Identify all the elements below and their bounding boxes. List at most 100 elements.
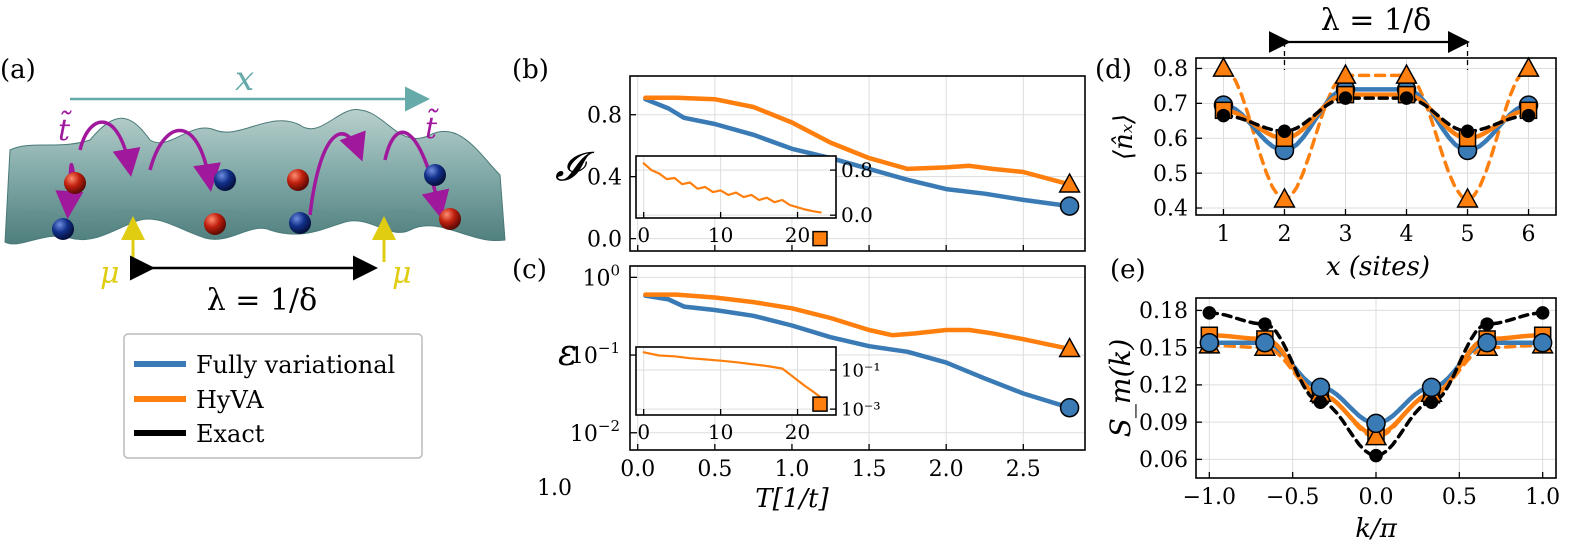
plot-frame <box>629 75 1086 252</box>
y-tick-label: 10⁻³ <box>841 399 881 420</box>
y-tick-label: 0.8 <box>841 158 873 182</box>
chart-d: 1 2 3 4 5 6 0.4 0.5 0.6 0.7 0.8 x (sites) ⟨n̂ₓ⟩ λ = 1… <box>1109 3 1557 282</box>
legend-label-exact: Exact <box>196 420 265 448</box>
plot-frame <box>635 155 837 219</box>
x-axis-label: T[1/t] <box>755 484 829 514</box>
data-point-exact <box>1480 317 1494 331</box>
end-marker <box>1059 397 1080 418</box>
legend-label-fully-variational: Fully variational <box>196 351 395 379</box>
fermion-red-ball <box>204 213 226 235</box>
data-point-exact <box>1369 448 1383 463</box>
chart-e: −1.0 −0.5 0.0 0.5 1.0 0.06 0.09 0.12 0.15 0.18 k/π… <box>1104 297 1560 544</box>
y-axis-label: S_m(k) <box>1104 339 1137 438</box>
y-tick-label: 10−2 <box>570 417 620 447</box>
plot-frame <box>1195 57 1557 216</box>
x-tick-label: 10 <box>708 420 733 444</box>
y-tick-label: 0.4 <box>587 165 622 190</box>
y-tick-label: 0.4 <box>1153 197 1188 222</box>
fermion-blue-ball <box>289 212 311 234</box>
chart-b: 0.00.40.8𝓘0 10 200.00.8 <box>555 75 1086 252</box>
x-tick-label: 0.5 <box>697 457 732 482</box>
x-tick-label: 0.0 <box>1359 485 1394 510</box>
plot-frame <box>1195 297 1557 479</box>
data-point-exact <box>1460 124 1475 139</box>
series-line-fully-variational <box>1221 87 1531 153</box>
data-point-hyva-dashed <box>1364 425 1388 446</box>
data-point-hyva-dashed <box>1334 63 1357 84</box>
y-tick-label: 0.18 <box>1139 299 1188 324</box>
x-tick-label: −1.0 <box>1183 485 1236 510</box>
data-point-exact <box>1535 306 1550 320</box>
panel-label-e: (e) <box>1110 255 1146 285</box>
y-tick-label: 0.8 <box>1153 57 1188 82</box>
panel-label-b: (b) <box>512 55 549 85</box>
x-tick-label: 4 <box>1400 222 1414 247</box>
chart-c: 0.0 0.5 1.0 1.5 2.0 2.5 100 10−1 10−2 ε T[1/t] 0 10 2… <box>558 261 1086 514</box>
inset-background <box>636 347 836 415</box>
hopping-arrow <box>78 120 141 177</box>
x-tick-label: 20 <box>785 223 810 247</box>
y-tick-label: 100 <box>582 261 620 291</box>
data-point-hyva-dashed <box>1212 56 1235 77</box>
data-point-hyva-dashed <box>1273 187 1296 208</box>
y-tick-label: 10−1 <box>570 339 620 369</box>
mu-label-left: μ <box>100 256 120 291</box>
mu-label-right: μ <box>392 256 412 291</box>
data-point-exact <box>1424 395 1439 410</box>
data-point-exact <box>1399 91 1414 105</box>
data-point-fully-variational <box>1199 332 1220 353</box>
data-point-fully-variational <box>1310 377 1331 398</box>
series-line-hyva <box>1221 92 1531 141</box>
panel-label-c: (c) <box>512 255 547 285</box>
fermion-blue-ball <box>214 169 236 191</box>
hopping-arrow <box>148 128 221 192</box>
y-tick-label: 0.0 <box>841 203 873 227</box>
y-tick-label: 0.09 <box>1139 411 1188 436</box>
y-axis-label: ε <box>558 333 577 374</box>
x-tick-label: 2 <box>1277 222 1291 247</box>
y-tick-label: 0.0 <box>587 227 622 252</box>
legend: Fully variational HyVA Exact <box>123 333 423 459</box>
fermion-red-ball <box>64 172 86 194</box>
end-marker <box>1058 172 1081 193</box>
x-tick-label: 0 <box>637 420 650 444</box>
x-tick-label: 3 <box>1338 222 1352 247</box>
data-point-exact <box>1202 306 1217 320</box>
data-point-fully-variational <box>1477 332 1497 353</box>
plot-frame <box>635 346 837 416</box>
data-point-exact <box>1216 108 1231 123</box>
end-marker <box>1059 196 1080 216</box>
x-tick-label: 10 <box>708 223 733 247</box>
data-point-exact <box>1313 395 1328 410</box>
inset-series-line <box>642 162 822 214</box>
x-tick-label: 5 <box>1461 222 1475 247</box>
x-axis-label: x <box>235 59 254 99</box>
end-marker <box>1058 336 1081 358</box>
y-tick-label: 0.15 <box>1139 336 1188 361</box>
hopping-label-right: t̃ <box>425 108 440 146</box>
x-tick-label: 0 <box>637 223 650 247</box>
legend-frame <box>123 333 423 459</box>
y-tick-label: 0.5 <box>1153 162 1188 187</box>
data-point-fully-variational <box>1532 332 1553 353</box>
hopping-arrow <box>308 130 366 216</box>
x-tick-label: 0.5 <box>1442 485 1477 510</box>
data-point-exact <box>1258 317 1272 331</box>
data-point-exact <box>1521 108 1536 123</box>
panel-label-d: (d) <box>1095 55 1132 85</box>
x-tick-label: 1.5 <box>852 457 887 482</box>
x-axis-label: k/π <box>1355 514 1398 544</box>
x-tick-label: −0.5 <box>1266 485 1319 510</box>
fermion-red-ball <box>439 208 461 230</box>
fermion-blue-ball <box>424 164 446 186</box>
stray-tick-text: 1.0 <box>537 476 572 501</box>
data-point-fully-variational <box>1255 332 1275 353</box>
hopping-label-left: t̃ <box>58 110 73 148</box>
x-tick-label: 1.0 <box>1525 485 1560 510</box>
fermion-blue-ball <box>52 218 74 240</box>
data-point-exact <box>1277 124 1292 139</box>
fermion-red-ball <box>287 169 309 191</box>
wavelength-label: λ = 1/δ <box>1321 3 1431 38</box>
inset-end-marker <box>812 230 828 247</box>
